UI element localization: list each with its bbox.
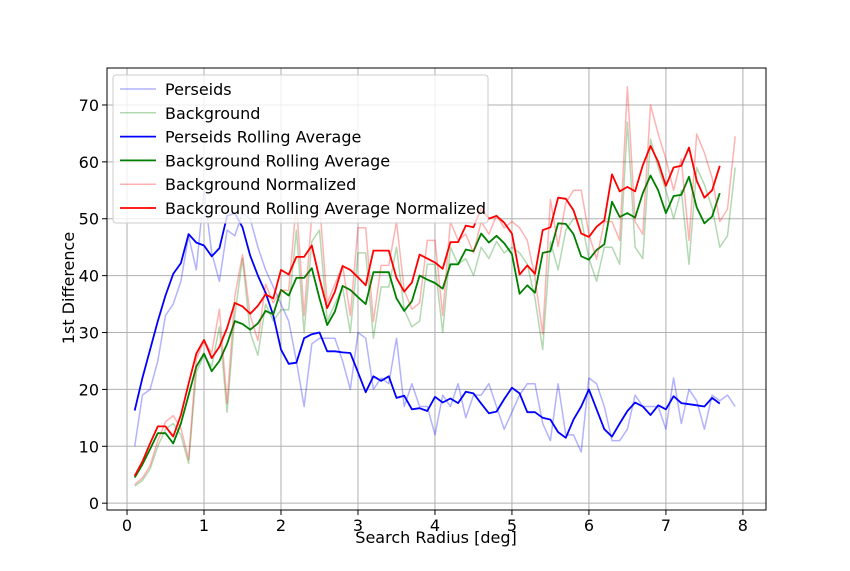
y-tick-label: 40 (79, 267, 99, 286)
y-tick-label: 70 (79, 96, 99, 115)
x-tick-label: 1 (199, 516, 209, 535)
y-tick-label: 0 (89, 494, 99, 513)
series-lines (133, 86, 736, 487)
x-axis-label: Search Radius [deg] (355, 528, 516, 547)
y-tick-label: 20 (79, 380, 99, 399)
y-tick-label: 30 (79, 324, 99, 343)
legend-label: Perseids (165, 80, 232, 99)
legend-box (112, 74, 489, 224)
legend-label: Background Rolling Average (165, 151, 390, 170)
x-tick-label: 3 (353, 516, 363, 535)
x-axis: 0 1 2 3 4 5 6 7 8 (122, 510, 748, 535)
x-tick-label: 0 (122, 516, 132, 535)
legend-label: Perseids Rolling Average (165, 128, 361, 147)
series-line-background (134, 121, 736, 487)
legend-label: Background Normalized (165, 175, 356, 194)
series-line-background-rolling-average (133, 174, 721, 479)
y-axis-label: 1st Difference (59, 232, 78, 344)
series-line-background-normalized (134, 86, 736, 485)
x-tick-label: 7 (661, 516, 671, 535)
legend: Perseids Background Perseids Rolling Avera… (112, 74, 489, 224)
x-tick-label: 6 (584, 516, 594, 535)
legend-label: Background (165, 104, 260, 123)
x-tick-label: 2 (276, 516, 286, 535)
legend-label: Background Rolling Average Normalized (165, 199, 486, 218)
y-tick-label: 50 (79, 210, 99, 229)
series-line-perseids (133, 189, 736, 453)
x-tick-label: 8 (738, 516, 748, 535)
series-line-background-rolling-average-normalized (133, 144, 721, 477)
y-tick-label: 10 (79, 437, 99, 456)
y-axis: 0 10 20 30 40 50 60 70 (79, 96, 107, 513)
x-tick-label: 4 (430, 516, 440, 535)
y-tick-label: 60 (79, 153, 99, 172)
plot-frame (106, 67, 767, 511)
x-tick-label: 5 (507, 516, 517, 535)
